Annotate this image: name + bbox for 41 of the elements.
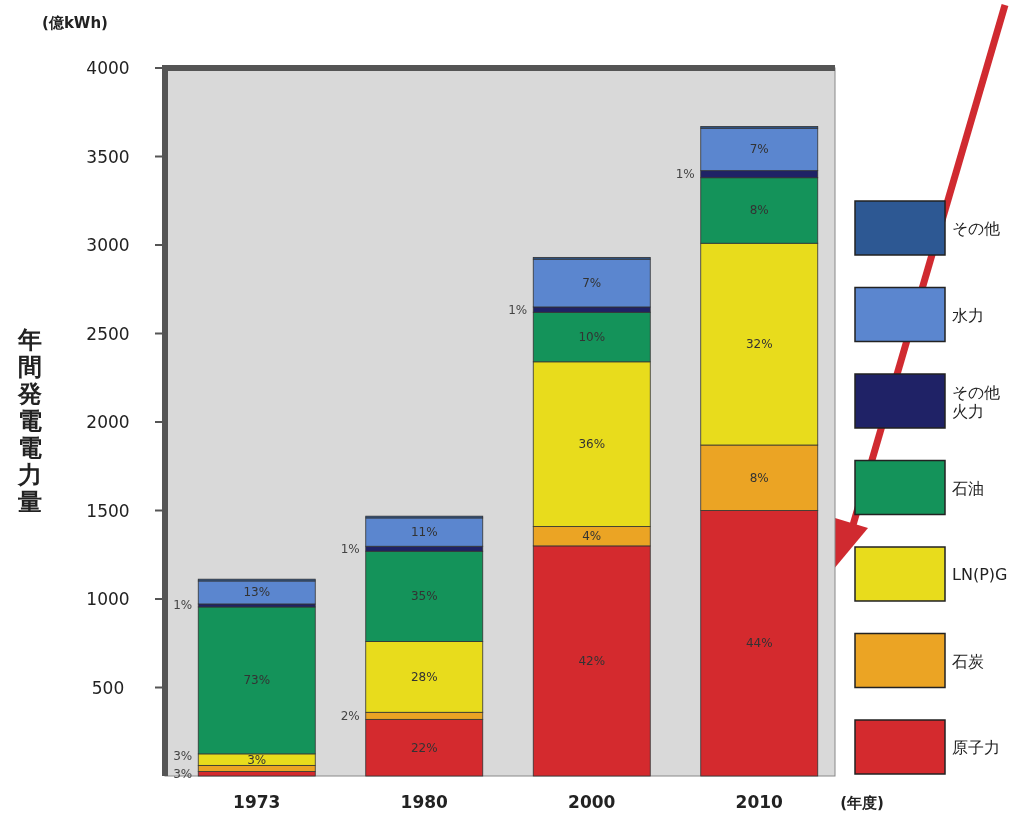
annotation: 1% [508,302,528,317]
annotation: 11% [410,525,438,540]
y-tick-label: 500 [91,677,125,698]
y-tick-label: 1000 [86,589,130,609]
annotation: 10% [578,330,606,345]
annotation: 3% [247,752,267,767]
annotation: 42% [578,653,606,668]
y-tick-label: 3500 [86,146,130,167]
x-tick-label: 1980 [400,792,449,812]
x-tick-label: 2010 [735,792,784,812]
annotation: 36% [578,437,606,452]
annotation: 1% [340,541,360,556]
y-tick-label: 4000 [86,58,130,78]
annotation: 1% [675,167,695,182]
annotation: 22% [410,740,438,755]
annotation: 1% [173,598,193,613]
annotation: 32% [745,337,773,352]
annotation: 13% [243,585,271,600]
y-tick-label: 2000 [86,412,130,432]
annotation: 44% [745,636,773,651]
annotation: 8% [749,470,769,485]
annotation: 7% [582,276,602,291]
annotation: 8% [749,203,769,218]
x-tick-label: 1973 [233,792,281,812]
bar [197,580,316,605]
legend: その他 水力 その他火力 石油 LN(P)G 石炭 原子力 [854,200,1008,775]
x-tick-label: 2000 [568,792,616,812]
annotation: 28% [410,669,438,684]
text: (億kWh) [42,14,108,32]
y-axis-title: 年間発電電力量 [17,326,42,516]
y-tick-label: 3000 [86,235,130,255]
y-tick-label: 1500 [86,500,130,521]
x-axis-title: (年度) [840,794,884,812]
y-tick-label: 2500 [86,323,130,344]
annotation: 7% [749,142,769,157]
annotation: 3% [173,766,193,781]
annotation: 73% [243,673,271,688]
annotation: 3% [173,748,193,763]
annotation: 2% [340,708,360,723]
annotation: 35% [410,589,438,604]
annotation: 4% [582,529,602,544]
